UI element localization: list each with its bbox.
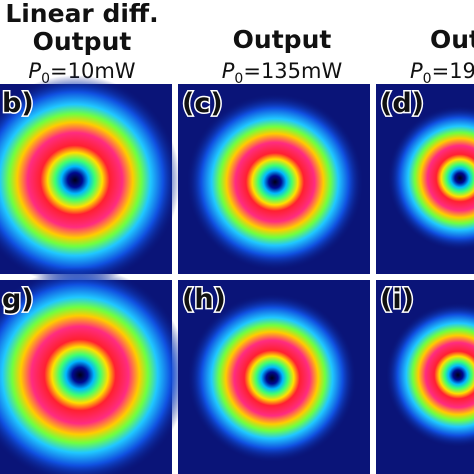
panel-label: (h) — [182, 284, 226, 315]
panel: (i) — [376, 280, 474, 474]
panel: b) — [0, 75, 180, 285]
panel: (c) — [178, 84, 370, 274]
column-title: Output — [233, 25, 332, 54]
power-subscript: 0 — [41, 71, 50, 87]
panel: (h) — [178, 280, 370, 474]
power-value: =19 — [432, 59, 474, 83]
column-title: Linear diff. — [5, 0, 158, 28]
power-subscript: 0 — [234, 71, 243, 87]
panel-label: g) — [2, 284, 34, 315]
power-symbol: P — [28, 59, 41, 83]
panel: (d) — [376, 84, 474, 274]
panel-label: b) — [2, 88, 34, 119]
power-label: P0=135mW — [222, 59, 343, 87]
panel: g) — [0, 267, 188, 474]
column-title: Output — [33, 27, 132, 56]
power-label: P0=19 — [410, 59, 474, 87]
power-value: =135mW — [243, 59, 342, 83]
power-subscript: 0 — [423, 71, 432, 87]
panel-label: (i) — [380, 284, 414, 315]
power-symbol: P — [222, 59, 235, 83]
panel-label: (c) — [182, 88, 223, 119]
column-title: Output — [430, 25, 474, 54]
power-symbol: P — [410, 59, 423, 83]
panel-label: (d) — [380, 88, 424, 119]
